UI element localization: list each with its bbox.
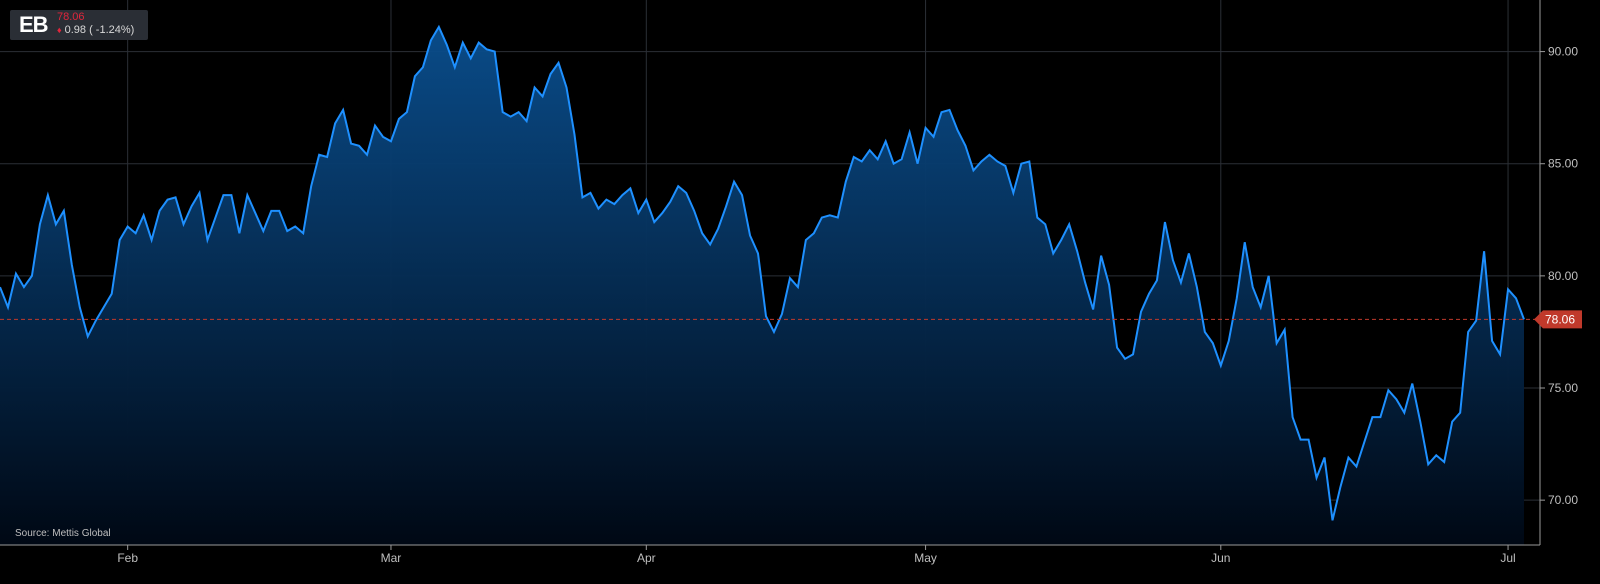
x-tick-label: Feb — [117, 551, 138, 565]
last-price-label: 78.06 — [1545, 312, 1575, 326]
y-tick-label: 75.00 — [1548, 381, 1578, 395]
y-tick-label: 80.00 — [1548, 269, 1578, 283]
x-tick-label: Mar — [381, 551, 402, 565]
down-arrow-icon: ♦ — [57, 25, 62, 35]
x-axis-ticks: FebMarAprMayJunJulAugSepOct — [117, 545, 1516, 565]
price-change: 0.98 — [64, 24, 87, 36]
chart-axes — [0, 0, 1541, 546]
last-price-marker-shape — [1534, 310, 1582, 329]
x-tick-label: Apr — [637, 551, 656, 565]
last-price-marker: 78.06 — [1534, 310, 1582, 329]
source-label: Source: Mettis Global — [15, 528, 111, 539]
price-line — [0, 24, 1525, 521]
y-axis-ticks: 70.00 75.00 80.00 85.00 90.00 — [1540, 45, 1578, 507]
x-tick-label: Jun — [1211, 551, 1230, 565]
y-tick-label: 70.00 — [1548, 493, 1578, 507]
x-tick-label: May — [914, 551, 937, 565]
current-price: 78.06 — [57, 11, 85, 23]
y-tick-label: 90.00 — [1548, 45, 1578, 59]
ticker-badge: EB 78.06 ♦ 0.98 ( -1.24%) — [10, 10, 148, 40]
x-tick-label: Jul — [1500, 551, 1515, 565]
price-change-row: ♦ 0.98 ( -1.24%) — [57, 24, 134, 36]
price-change-percent: ( -1.24%) — [89, 24, 135, 36]
y-tick-label: 85.00 — [1548, 157, 1578, 171]
ticker-symbol: EB — [19, 12, 49, 37]
